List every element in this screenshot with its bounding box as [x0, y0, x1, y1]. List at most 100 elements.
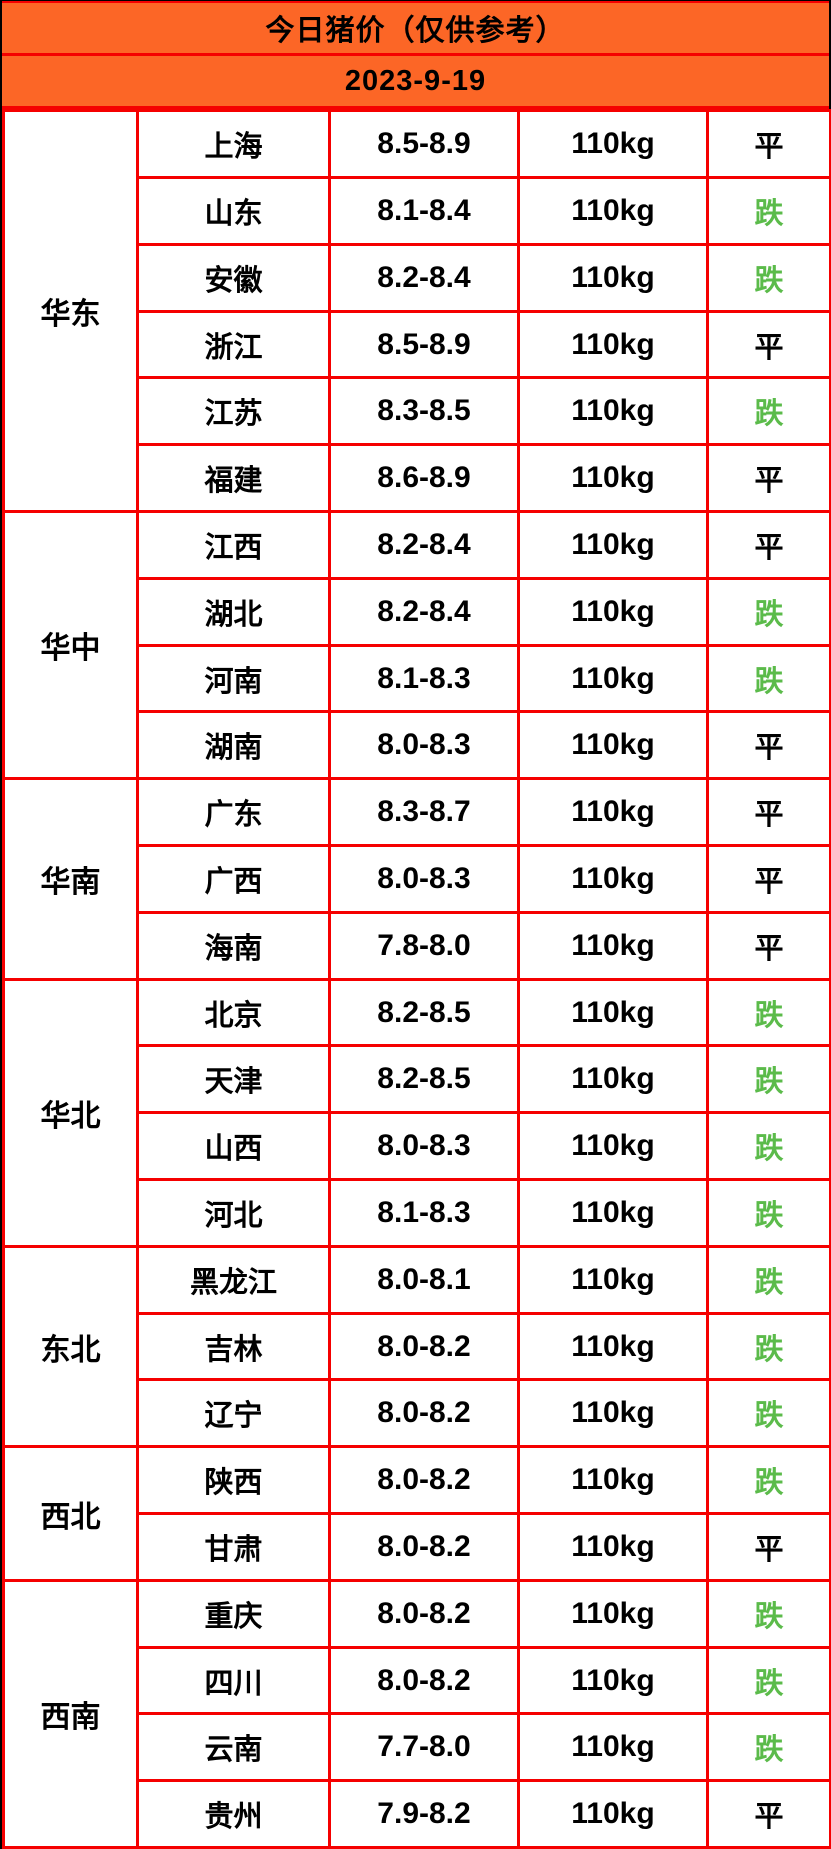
region-cell: 西北 [2, 1445, 139, 1582]
status-cell: 平 [706, 1779, 831, 1849]
status-cell: 平 [706, 910, 831, 981]
price-cell: 8.0-8.3 [328, 1111, 520, 1182]
page-title: 今日猪价（仅供参考） [2, 1, 829, 57]
table-row: 山东 8.1-8.4 110kg 跌 [4, 176, 831, 246]
price-cell: 8.2-8.4 [328, 576, 520, 647]
price-cell: 8.2-8.4 [328, 510, 520, 580]
weight-cell: 110kg [517, 443, 709, 514]
status-cell: 跌 [706, 1378, 831, 1449]
price-cell: 8.0-8.2 [328, 1378, 520, 1449]
province-cell: 重庆 [136, 1578, 331, 1649]
status-cell: 跌 [706, 1311, 831, 1382]
price-cell: 8.0-8.2 [328, 1445, 520, 1516]
status-cell: 跌 [706, 977, 831, 1048]
status-cell: 跌 [706, 1178, 831, 1248]
table-row: 安徽 8.2-8.4 110kg 跌 [4, 242, 831, 313]
region-cell: 东北 [2, 1244, 139, 1449]
price-cell: 8.0-8.3 [328, 710, 520, 781]
table-row: 贵州 7.9-8.2 110kg 平 [4, 1779, 831, 1849]
province-cell: 广东 [136, 777, 331, 848]
region-cell: 华北 [2, 977, 139, 1248]
status-cell: 跌 [706, 1044, 831, 1115]
price-cell: 8.1-8.3 [328, 1178, 520, 1248]
weight-cell: 110kg [517, 1578, 709, 1649]
weight-cell: 110kg [517, 710, 709, 781]
table-row: 江苏 8.3-8.5 110kg 跌 [4, 376, 831, 447]
province-cell: 四川 [136, 1645, 331, 1716]
price-cell: 8.2-8.5 [328, 1044, 520, 1115]
weight-cell: 110kg [517, 1111, 709, 1182]
region-cell: 西南 [2, 1578, 139, 1849]
status-cell: 平 [706, 510, 831, 580]
table-row: 华南 广东 8.3-8.7 110kg 平 [2, 777, 831, 981]
price-cell: 8.0-8.1 [328, 1244, 520, 1315]
table-row: 天津 8.2-8.5 110kg 跌 [4, 1044, 831, 1115]
price-cell: 8.5-8.9 [328, 309, 520, 380]
weight-cell: 110kg [517, 643, 709, 714]
status-cell: 跌 [706, 376, 831, 447]
region-cell: 华南 [2, 777, 139, 981]
region-cell: 华东 [2, 109, 139, 514]
status-cell: 跌 [706, 242, 831, 313]
weight-cell: 110kg [517, 109, 709, 180]
province-cell: 甘肃 [136, 1512, 331, 1582]
weight-cell: 110kg [517, 1512, 709, 1582]
weight-cell: 110kg [517, 844, 709, 914]
table-row: 广西 8.0-8.3 110kg 平 [4, 844, 831, 914]
province-cell: 湖南 [136, 710, 331, 781]
table-row: 河北 8.1-8.3 110kg 跌 [4, 1178, 831, 1248]
weight-cell: 110kg [517, 1311, 709, 1382]
price-cell: 8.5-8.9 [328, 109, 520, 180]
price-cell: 7.7-8.0 [328, 1712, 520, 1783]
price-table: 华东 上海 8.5-8.9 110kg 平 山东 8.1-8.4 110kg 跌… [2, 109, 831, 1849]
status-cell: 跌 [706, 1445, 831, 1516]
province-cell: 福建 [136, 443, 331, 514]
table-row: 西南 重庆 8.0-8.2 110kg 跌 [2, 1578, 831, 1849]
province-cell: 贵州 [136, 1779, 331, 1849]
weight-cell: 110kg [517, 1378, 709, 1449]
province-cell: 山东 [136, 176, 331, 246]
province-cell: 黑龙江 [136, 1244, 331, 1315]
weight-cell: 110kg [517, 510, 709, 580]
status-cell: 平 [706, 109, 831, 180]
status-cell: 跌 [706, 1712, 831, 1783]
province-cell: 辽宁 [136, 1378, 331, 1449]
status-cell: 平 [706, 309, 831, 380]
province-cell: 江西 [136, 510, 331, 580]
weight-cell: 110kg [517, 910, 709, 981]
weight-cell: 110kg [517, 1712, 709, 1783]
table-row: 湖南 8.0-8.3 110kg 平 [4, 710, 831, 781]
table-row: 云南 7.7-8.0 110kg 跌 [4, 1712, 831, 1783]
price-cell: 8.1-8.3 [328, 643, 520, 714]
price-cell: 7.9-8.2 [328, 1779, 520, 1849]
province-cell: 陕西 [136, 1445, 331, 1516]
table-row: 东北 黑龙江 8.0-8.1 110kg 跌 [2, 1244, 831, 1449]
weight-cell: 110kg [517, 242, 709, 313]
weight-cell: 110kg [517, 576, 709, 647]
weight-cell: 110kg [517, 309, 709, 380]
price-cell: 8.1-8.4 [328, 176, 520, 246]
status-cell: 平 [706, 777, 831, 848]
weight-cell: 110kg [517, 1044, 709, 1115]
province-cell: 江苏 [136, 376, 331, 447]
status-cell: 跌 [706, 176, 831, 246]
table-row: 华东 上海 8.5-8.9 110kg 平 [2, 109, 831, 514]
weight-cell: 110kg [517, 1244, 709, 1315]
status-cell: 跌 [706, 643, 831, 714]
weight-cell: 110kg [517, 376, 709, 447]
table-row: 海南 7.8-8.0 110kg 平 [4, 910, 831, 981]
region-cell: 华中 [2, 510, 139, 781]
price-cell: 8.2-8.4 [328, 242, 520, 313]
status-cell: 跌 [706, 1244, 831, 1315]
price-cell: 8.3-8.5 [328, 376, 520, 447]
weight-cell: 110kg [517, 777, 709, 848]
status-cell: 跌 [706, 1111, 831, 1182]
status-cell: 平 [706, 1512, 831, 1582]
weight-cell: 110kg [517, 1178, 709, 1248]
table-row: 辽宁 8.0-8.2 110kg 跌 [4, 1378, 831, 1449]
table-row: 吉林 8.0-8.2 110kg 跌 [4, 1311, 831, 1382]
table-row: 甘肃 8.0-8.2 110kg 平 [4, 1512, 831, 1582]
price-cell: 8.0-8.3 [328, 844, 520, 914]
price-cell: 8.6-8.9 [328, 443, 520, 514]
